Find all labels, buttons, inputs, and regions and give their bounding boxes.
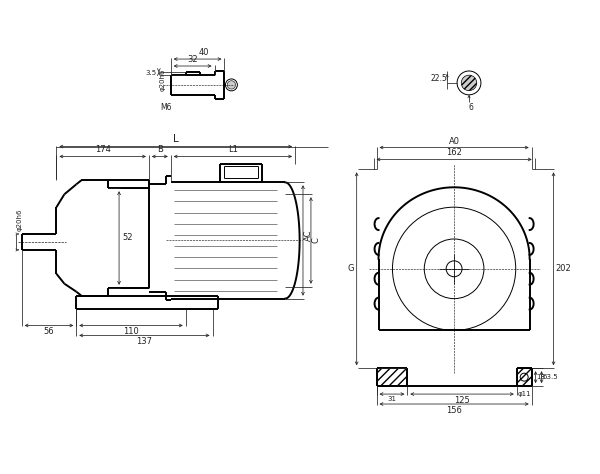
Text: G: G <box>347 264 353 273</box>
Bar <box>377 368 407 386</box>
Text: φ20h6: φ20h6 <box>160 69 166 91</box>
Bar <box>517 368 532 386</box>
Text: L1: L1 <box>228 146 238 155</box>
Text: φ11: φ11 <box>517 391 531 397</box>
Circle shape <box>461 75 477 91</box>
Text: B: B <box>157 146 163 155</box>
Text: M6: M6 <box>160 103 172 112</box>
Text: 63.5: 63.5 <box>542 374 558 380</box>
Text: 202: 202 <box>556 264 571 273</box>
Text: 40: 40 <box>199 48 209 57</box>
Text: 32: 32 <box>187 55 198 64</box>
Text: 125: 125 <box>454 396 470 405</box>
Text: AC: AC <box>304 230 313 241</box>
Circle shape <box>227 81 236 89</box>
Text: 52: 52 <box>122 234 133 243</box>
Text: 22.5: 22.5 <box>431 74 448 83</box>
Text: 6: 6 <box>469 103 473 112</box>
Text: A0: A0 <box>449 137 460 146</box>
Text: 174: 174 <box>95 146 110 155</box>
Text: 162: 162 <box>446 148 462 157</box>
Text: 31: 31 <box>388 396 397 402</box>
Text: φ20h6: φ20h6 <box>17 209 23 231</box>
Text: 56: 56 <box>44 328 54 337</box>
Text: 3.5: 3.5 <box>146 71 157 76</box>
Text: 18: 18 <box>536 374 545 380</box>
Text: 156: 156 <box>446 406 462 415</box>
Text: 137: 137 <box>136 337 152 346</box>
Text: C: C <box>312 237 321 244</box>
Text: 110: 110 <box>123 328 139 337</box>
Text: L: L <box>173 134 179 144</box>
